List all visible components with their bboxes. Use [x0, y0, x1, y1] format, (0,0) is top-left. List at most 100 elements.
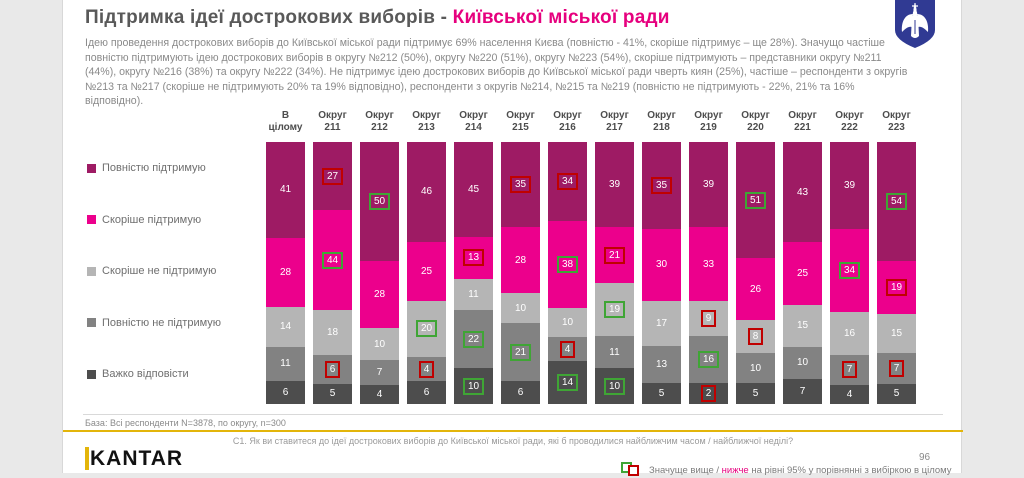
bar-segment: 41 — [266, 142, 305, 238]
chart-column: Округ 220 51 26 8 10 5 — [736, 110, 775, 404]
segment-value: 16 — [697, 350, 720, 368]
bar-segment: 5 — [642, 382, 681, 404]
segment-value: 25 — [420, 265, 433, 277]
segment-value: 4 — [846, 389, 853, 401]
bar-segment: 18 — [313, 310, 352, 356]
segment-value: 34 — [838, 262, 861, 280]
bar-segment: 35 — [501, 142, 540, 228]
segment-value: 39 — [843, 180, 856, 192]
bar-segment: 44 — [313, 210, 352, 311]
bar-segment: 5 — [877, 383, 916, 404]
bar-segment: 7 — [360, 359, 399, 385]
bar-segment: 51 — [736, 142, 775, 259]
column-header: Округ 218 — [647, 110, 676, 133]
stacked-bar: 39 33 9 16 2 — [689, 142, 728, 404]
page-title-accent: Київської міської ради — [452, 7, 670, 28]
segment-value: 46 — [420, 186, 433, 198]
chart-column: Округ 218 35 30 17 13 5 — [642, 110, 681, 404]
chart-column: Округ 216 34 38 10 4 14 — [548, 110, 587, 404]
bar-segment: 15 — [877, 313, 916, 354]
page-title-prefix: Підтримка ідеї дострокових виборів - — [85, 7, 453, 28]
legend-label: Скоріше не підтримую — [102, 265, 217, 277]
legend-label: Скоріше підтримую — [102, 213, 202, 226]
segment-value: 10 — [462, 377, 485, 395]
bar-segment: 27 — [313, 142, 352, 211]
segment-value: 39 — [608, 178, 621, 190]
bar-segment: 15 — [783, 304, 822, 347]
bar-segment: 6 — [501, 381, 540, 404]
segment-value: 6 — [423, 387, 430, 399]
bar-segment: 10 — [454, 368, 493, 404]
bar-segment: 6 — [407, 381, 446, 404]
stacked-bar: 35 30 17 13 5 — [642, 142, 681, 404]
stacked-bar: 51 26 8 10 5 — [736, 142, 775, 404]
bar-segment: 28 — [501, 227, 540, 293]
bar-segment: 22 — [454, 310, 493, 369]
legend-item: Важко відповісти — [87, 368, 263, 380]
significance-text: Значуще вище / нижче на рівні 95% у порі… — [649, 464, 952, 476]
segment-value: 11 — [609, 346, 620, 358]
kantar-logo-text: KANTAR — [85, 447, 184, 470]
column-header: Округ 215 — [506, 110, 535, 133]
segment-value: 41 — [279, 184, 292, 196]
segment-value: 45 — [467, 184, 480, 196]
segment-value: 18 — [326, 327, 339, 339]
bar-segment: 30 — [642, 229, 681, 301]
bar-segment: 2 — [689, 383, 728, 404]
bar-segment: 26 — [736, 258, 775, 321]
bar-segment: 25 — [407, 241, 446, 302]
segment-value: 35 — [650, 177, 673, 195]
chart-column: Округ 223 54 19 15 7 5 — [877, 110, 916, 404]
bar-segment: 6 — [266, 380, 305, 404]
stacked-bar: 50 28 10 7 4 — [360, 142, 399, 404]
stacked-bar: 27 44 18 6 5 — [313, 142, 352, 404]
segment-value: 27 — [321, 167, 344, 185]
bar-segment: 39 — [595, 142, 634, 227]
bar-segment: 11 — [595, 336, 634, 369]
column-header: Округ 214 — [459, 110, 488, 133]
stacked-bar: 45 13 11 22 10 — [454, 142, 493, 404]
question-note: C1. Як ви ставитеся до ідеї дострокових … — [232, 436, 794, 446]
bar-segment: 17 — [642, 300, 681, 346]
segment-value: 16 — [843, 327, 856, 339]
legend-swatch-icon — [87, 318, 96, 327]
segment-value: 5 — [329, 388, 336, 400]
bar-segment: 50 — [360, 142, 399, 261]
kyiv-coat-of-arms-icon — [895, 0, 935, 48]
chart-column: Округ 215 35 28 10 21 6 — [501, 110, 540, 404]
chart-column: Округ 221 43 25 15 10 7 — [783, 110, 822, 404]
bar-segment: 28 — [360, 260, 399, 329]
brand-rule — [63, 430, 963, 432]
bar-segment: 10 — [501, 292, 540, 324]
legend-item: Скоріше підтримую — [87, 214, 263, 226]
bar-segment: 10 — [360, 328, 399, 360]
segment-value: 15 — [890, 328, 903, 340]
base-note: База: Всі респонденти N=3878, по округу,… — [85, 418, 286, 428]
chart-legend: Повністю підтримую Скоріше підтримую Скорі… — [87, 162, 263, 380]
bar-segment: 7 — [830, 354, 869, 386]
bar-segment: 19 — [595, 283, 634, 337]
bar-segment: 35 — [642, 142, 681, 230]
bar-segment: 54 — [877, 142, 916, 262]
segment-value: 34 — [556, 173, 579, 191]
bar-segment: 39 — [830, 142, 869, 230]
bar-segment: 7 — [877, 353, 916, 384]
segment-value: 33 — [702, 258, 715, 270]
segment-value: 21 — [603, 246, 626, 264]
chart-column: Округ 212 50 28 10 7 4 — [360, 110, 399, 404]
segment-value: 14 — [556, 374, 579, 392]
segment-value: 20 — [415, 320, 438, 338]
segment-value: 4 — [559, 340, 576, 358]
legend-swatch-icon — [87, 163, 96, 173]
stacked-bar: 54 19 15 7 5 — [877, 142, 916, 404]
segment-value: 10 — [603, 377, 626, 395]
segment-value: 19 — [603, 301, 626, 319]
segment-value: 22 — [462, 330, 485, 348]
column-header: В цілому — [268, 110, 303, 133]
legend-label: Повністю підтримую — [102, 162, 206, 174]
segment-value: 8 — [747, 327, 764, 345]
chart-column: Округ 214 45 13 11 22 10 — [454, 110, 493, 404]
bar-segment: 46 — [407, 142, 446, 242]
bar-segment: 28 — [266, 237, 305, 307]
bar-segment: 5 — [313, 383, 352, 404]
